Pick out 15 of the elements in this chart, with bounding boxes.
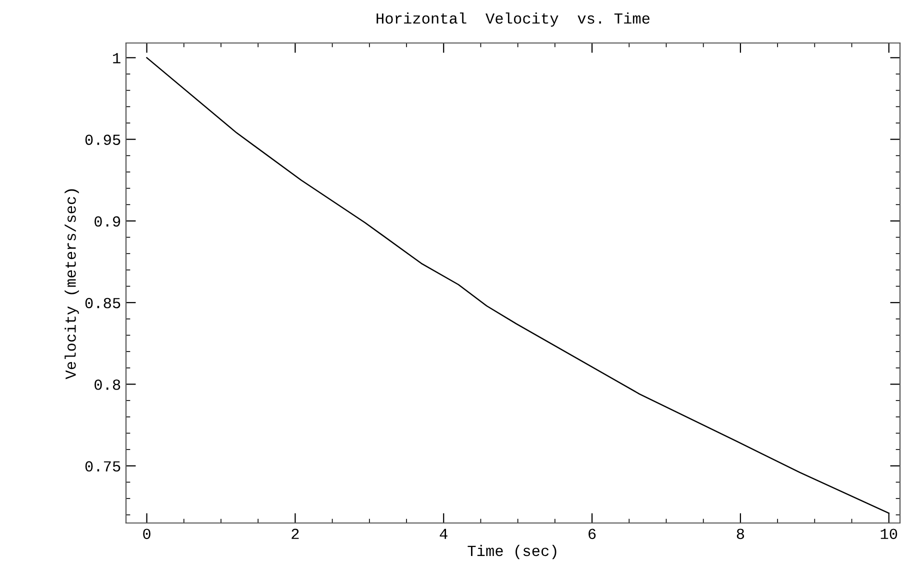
y-axis-title: Velocity (meters/sec) — [64, 189, 79, 380]
x-tick-label: 6 — [588, 528, 596, 540]
x-tick-label: 4 — [440, 528, 448, 539]
y-tick-label: 0.95 — [85, 134, 120, 146]
y-tick-label: 1 — [113, 53, 120, 64]
x-tick-label: 10 — [880, 528, 898, 540]
y-tick-label: 0.8 — [94, 380, 120, 390]
y-tick-label: 0.75 — [85, 461, 120, 472]
x-axis-title: Time (sec) — [468, 544, 556, 560]
x-tick-label: 2 — [292, 528, 299, 539]
x-tick-label: 8 — [736, 528, 744, 540]
chart-title: Horizontal Velocity vs. Time — [376, 12, 650, 27]
x-tick-label: 0 — [143, 528, 150, 540]
y-tick-label: 0.85 — [85, 298, 120, 308]
y-tick-label: 0.9 — [94, 216, 120, 227]
